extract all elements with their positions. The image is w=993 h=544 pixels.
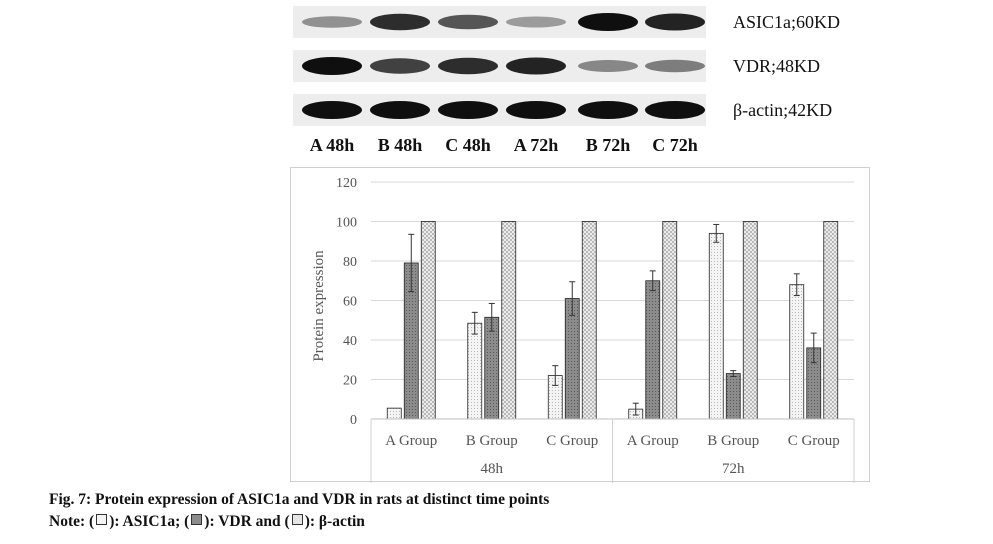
blot-band <box>370 13 430 31</box>
asic1a-swatch-icon <box>96 514 108 525</box>
x-group-label: 72h <box>722 461 745 477</box>
blot-lane-label: C 72h <box>652 135 698 155</box>
bar-asic1a <box>467 322 483 420</box>
bar-vdr <box>645 280 661 420</box>
bar-asic1a <box>789 284 805 420</box>
blot-band <box>438 101 498 119</box>
note-asic1a: ): ASIC1a; ( <box>109 513 190 530</box>
bar-vdr <box>725 373 741 420</box>
blot-band <box>578 13 638 31</box>
blot-lane-label: A 48h <box>310 135 355 155</box>
bar-actin <box>581 221 597 420</box>
y-tick-label: 20 <box>343 374 357 389</box>
blot-lane-label: C 48h <box>445 135 491 155</box>
bar-actin <box>420 221 436 420</box>
blot-row-label: ASIC1a;60KD <box>733 12 840 32</box>
western-blot-panel: ASIC1a;60KD VDR;48KD β-actin;42KD A 48h B 4… <box>293 6 840 155</box>
blot-band <box>645 13 705 31</box>
y-tick-label: 80 <box>343 255 357 270</box>
blot-band <box>370 101 430 119</box>
bar-vdr <box>484 316 500 420</box>
bar-actin <box>823 221 839 420</box>
bar-asic1a <box>386 407 402 420</box>
y-tick-label: 40 <box>343 334 357 349</box>
blot-band <box>506 101 566 119</box>
y-tick-label: 100 <box>336 216 357 231</box>
blot-lane-label: B 48h <box>378 135 423 155</box>
note-actin: ): β-actin <box>304 513 365 530</box>
figure-caption-title: Fig. 7: Protein expression of ASIC1a and… <box>49 491 550 508</box>
x-category-label: A Group <box>385 433 437 449</box>
x-group-label: 48h <box>481 461 504 477</box>
blot-band <box>302 16 362 28</box>
blot-row-label: β-actin;42KD <box>733 100 832 120</box>
actin-swatch-icon <box>291 514 303 525</box>
blot-band <box>438 57 498 75</box>
blot-band <box>370 58 430 74</box>
bar-actin <box>742 221 758 420</box>
blot-row-label: VDR;48KD <box>733 56 820 76</box>
x-category-label: C Group <box>788 433 840 449</box>
blot-band <box>506 57 566 75</box>
x-category-label: C Group <box>546 433 598 449</box>
bar-chart-frame: 0 20 40 60 80 100 120 A Group B Group C Group A Gr… <box>290 167 870 483</box>
y-tick-label: 0 <box>350 413 357 428</box>
blot-band <box>302 57 362 75</box>
bar-vdr <box>564 298 580 420</box>
blot-band <box>506 16 566 28</box>
bar-actin <box>501 221 517 420</box>
x-category-label: A Group <box>627 433 679 449</box>
blot-lane-label: A 72h <box>514 135 559 155</box>
note-vdr: ): VDR and ( <box>204 513 290 530</box>
y-axis-label: Protein expression <box>311 250 327 362</box>
blot-lane-label: B 72h <box>586 135 631 155</box>
blot-band <box>578 101 638 119</box>
blot-band <box>302 101 362 119</box>
blot-band <box>645 59 705 73</box>
x-category-label: B Group <box>707 433 759 449</box>
y-tick-label: 120 <box>336 176 357 191</box>
bar-chart: 0 20 40 60 80 100 120 A Group B Group C Group A Gr… <box>311 176 855 483</box>
bar-asic1a <box>708 232 724 420</box>
vdr-swatch-icon <box>191 514 203 525</box>
x-category-label: B Group <box>466 433 518 449</box>
blot-band <box>578 60 638 72</box>
bar-actin <box>662 221 678 420</box>
y-tick-label: 60 <box>343 295 357 310</box>
blot-band <box>645 101 705 119</box>
note-prefix: Note: ( <box>49 513 95 530</box>
figure-caption-note: Note: ( ): ASIC1a; ( ): VDR and ( ): β-acti… <box>49 513 365 531</box>
blot-band <box>438 14 498 30</box>
